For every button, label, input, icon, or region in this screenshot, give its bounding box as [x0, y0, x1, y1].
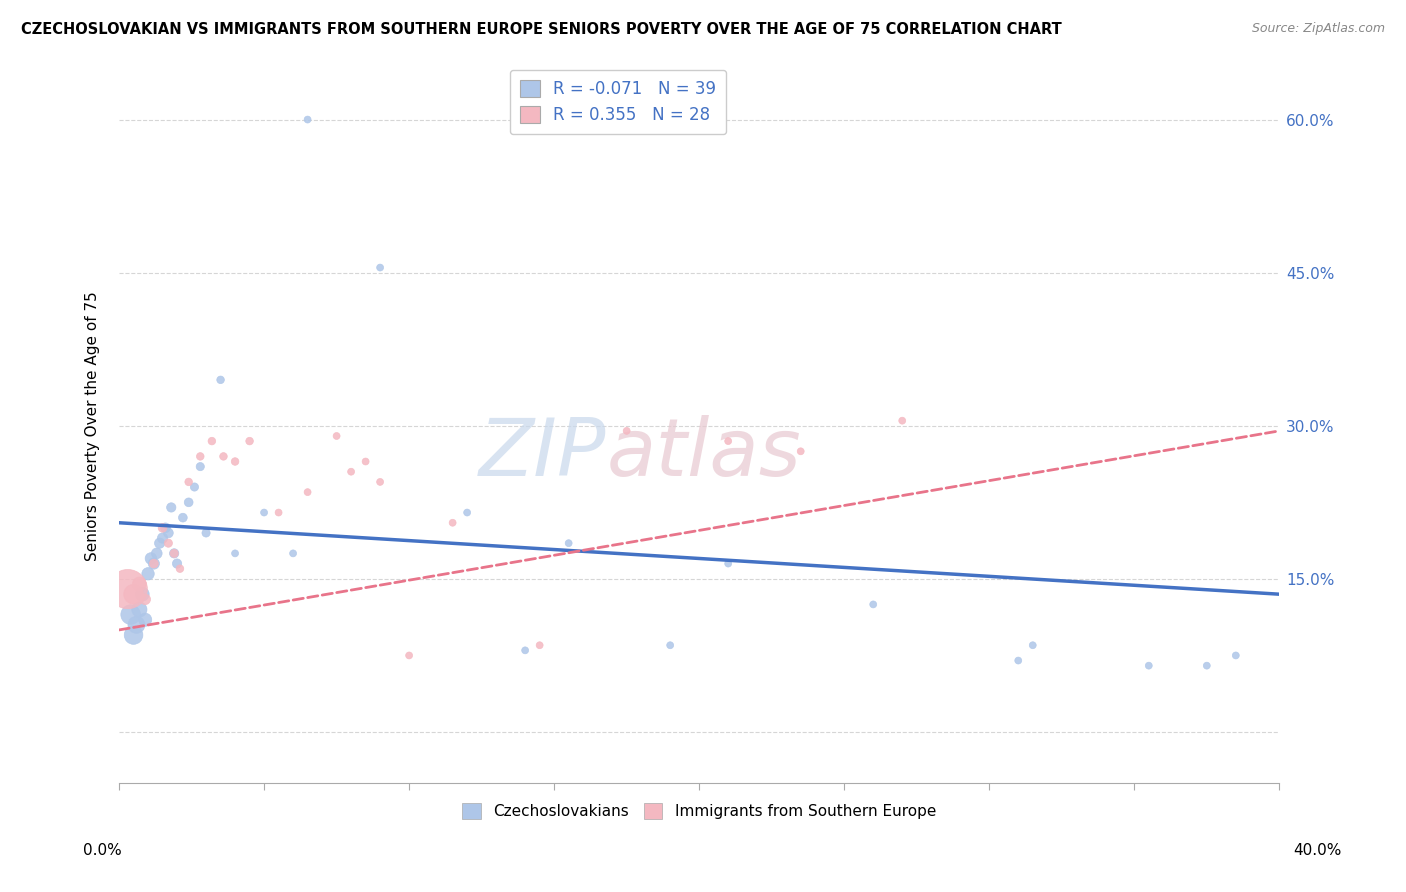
Point [368, 260, 391, 275]
Point [557, 536, 579, 550]
Point [789, 444, 811, 458]
Point [862, 598, 884, 612]
Point [281, 546, 304, 560]
Y-axis label: Seniors Poverty Over the Age of 75: Seniors Poverty Over the Age of 75 [86, 291, 100, 561]
Point [456, 506, 478, 520]
Point [212, 450, 235, 464]
Text: 40.0%: 40.0% [1294, 843, 1341, 858]
Point [120, 607, 142, 622]
Point [201, 434, 224, 448]
Point [188, 459, 211, 474]
Point [891, 414, 914, 428]
Point [163, 546, 186, 560]
Legend: Czechoslovakians, Immigrants from Southern Europe: Czechoslovakians, Immigrants from Southe… [457, 797, 942, 825]
Point [224, 546, 246, 560]
Point [717, 434, 740, 448]
Point [297, 485, 319, 500]
Point [145, 546, 167, 560]
Point [368, 475, 391, 489]
Point [659, 638, 682, 652]
Point [131, 587, 153, 601]
Point [177, 495, 200, 509]
Point [188, 450, 211, 464]
Point [122, 587, 145, 601]
Point [166, 557, 188, 571]
Point [340, 465, 363, 479]
Text: CZECHOSLOVAKIAN VS IMMIGRANTS FROM SOUTHERN EUROPE SENIORS POVERTY OVER THE AGE : CZECHOSLOVAKIAN VS IMMIGRANTS FROM SOUTH… [21, 22, 1062, 37]
Point [149, 536, 172, 550]
Point [183, 480, 205, 494]
Point [128, 602, 150, 616]
Point [142, 557, 165, 571]
Point [354, 454, 377, 468]
Point [169, 562, 191, 576]
Point [155, 521, 177, 535]
Point [1022, 638, 1045, 652]
Point [529, 638, 551, 652]
Point [239, 434, 262, 448]
Point [195, 525, 218, 540]
Point [717, 557, 740, 571]
Point [152, 521, 174, 535]
Point [267, 506, 290, 520]
Point [441, 516, 464, 530]
Point [117, 582, 139, 596]
Point [160, 500, 183, 515]
Point [125, 617, 148, 632]
Text: Source: ZipAtlas.com: Source: ZipAtlas.com [1251, 22, 1385, 36]
Point [1007, 654, 1029, 668]
Text: 0.0%: 0.0% [83, 843, 122, 858]
Point [1137, 658, 1160, 673]
Point [157, 536, 180, 550]
Point [1195, 658, 1218, 673]
Point [297, 112, 319, 127]
Point [398, 648, 420, 663]
Point [616, 424, 638, 438]
Point [1225, 648, 1247, 663]
Point [515, 643, 537, 657]
Point [134, 613, 156, 627]
Point [136, 566, 159, 581]
Text: ZIP: ZIP [479, 416, 606, 493]
Point [325, 429, 347, 443]
Point [163, 546, 186, 560]
Point [152, 531, 174, 545]
Point [253, 506, 276, 520]
Point [142, 557, 165, 571]
Point [209, 373, 232, 387]
Point [122, 628, 145, 642]
Point [128, 577, 150, 591]
Text: atlas: atlas [606, 416, 801, 493]
Point [224, 454, 246, 468]
Point [139, 551, 162, 566]
Point [172, 510, 194, 524]
Point [177, 475, 200, 489]
Point [134, 592, 156, 607]
Point [157, 525, 180, 540]
